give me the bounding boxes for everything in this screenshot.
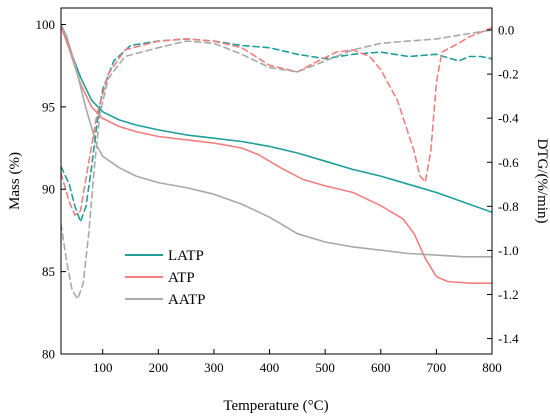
legend-label-atp: ATP [168,270,195,286]
y-right-tick-label: -1.2 [498,287,519,302]
y-axis-right-title: DTG/(%/min) [534,139,550,224]
series-layer [61,23,492,300]
x-tick-label: 300 [204,360,224,375]
axes-layer: 100 200 300 400 500 600 700 800 80 85 90 95 100 0.0 -0… [36,17,520,375]
y-left-tick-label: 80 [42,347,55,362]
y-left-tick-label: 90 [42,182,55,197]
series-line-atp [61,25,492,284]
legend: LATP ATP AATP [125,248,206,308]
y-right-tick-label: 0.0 [498,23,514,38]
y-right-tick-label: -0.8 [498,199,519,214]
legend-label-aatp: AATP [168,292,206,308]
x-tick-label: 600 [371,360,391,375]
y-right-tick-label: -0.4 [498,111,519,126]
x-tick-label: 500 [315,360,335,375]
series-line-latp [61,25,492,214]
x-tick-label: 100 [93,360,113,375]
series-line-aatp-dtg [61,29,492,300]
y-right-tick-label: -0.6 [498,155,519,170]
x-tick-label: 400 [260,360,280,375]
x-tick-label: 800 [482,360,502,375]
plot-frame [60,7,493,355]
y-left-tick-label: 85 [42,264,55,279]
series-line-aatp [61,23,492,258]
legend-label-latp: LATP [168,248,204,264]
series-line-latp-dtg [61,38,492,223]
y-left-tick-label: 95 [42,99,55,114]
y-left-tick-label: 100 [36,17,56,32]
y-axis-left-title: Mass (%) [7,152,23,210]
y-right-tick-label: -1.0 [498,243,519,258]
x-tick-label: 200 [149,360,169,375]
series-line-atp-dtg [61,27,492,216]
y-right-tick-label: -1.4 [498,331,519,346]
x-axis-title: Temperature (°C) [223,398,328,414]
x-tick-label: 700 [427,360,447,375]
y-right-tick-label: -0.2 [498,67,519,82]
